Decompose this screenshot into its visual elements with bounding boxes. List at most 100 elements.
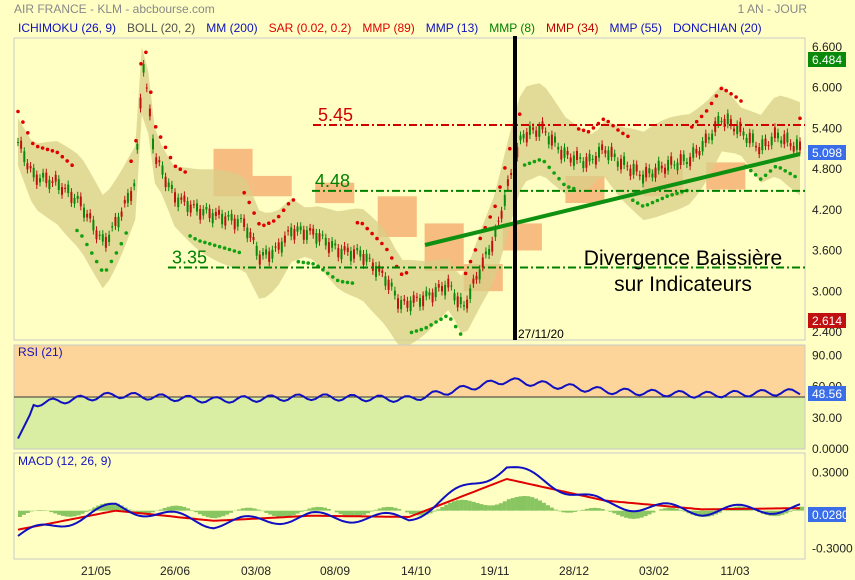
candle-body — [582, 161, 585, 169]
macd-bar — [667, 507, 672, 511]
legend-item[interactable]: DONCHIAN (20) — [672, 21, 762, 35]
bollinger-band — [18, 46, 800, 350]
sar-dot — [70, 163, 74, 167]
legend-item[interactable]: BOLL (20, 2) — [127, 21, 196, 35]
macd-bar — [463, 500, 468, 511]
sar-dot — [409, 330, 414, 335]
sar-dot — [586, 129, 591, 134]
candle-body — [406, 300, 409, 308]
macd-bar — [596, 508, 601, 511]
sar-dot — [144, 50, 148, 55]
macd-bar — [467, 500, 472, 511]
candle-body — [83, 207, 85, 218]
candle-body — [422, 295, 425, 307]
sar-dot — [773, 164, 778, 169]
rsi-tick-label: 90.00 — [812, 348, 842, 362]
macd-bar — [502, 501, 507, 511]
candle-body — [189, 204, 192, 213]
sar-dot — [788, 171, 792, 176]
candle-body — [117, 216, 120, 228]
candle-body — [629, 168, 632, 177]
sar-dot — [331, 275, 335, 279]
candle-body — [387, 279, 390, 290]
macd-bar — [256, 509, 261, 511]
macd-bar — [57, 510, 62, 515]
macd-bar — [522, 496, 527, 511]
candle-body — [39, 178, 41, 183]
candle-body — [114, 217, 117, 226]
sar-dot — [301, 260, 306, 265]
macd-bar — [510, 498, 515, 511]
candle-body — [532, 127, 535, 130]
macd-bar — [631, 510, 636, 519]
candle-body — [186, 201, 189, 212]
candle-body — [620, 158, 622, 170]
sar-dot — [449, 317, 453, 321]
macd-bar — [283, 510, 288, 518]
sar-dot — [694, 119, 699, 124]
candle-body — [720, 121, 723, 123]
legend-item[interactable]: MMP (8) — [489, 21, 536, 35]
legend-item[interactable]: MMP (13) — [425, 21, 479, 35]
candle-body — [441, 286, 443, 292]
macd-bar — [651, 510, 656, 513]
candle-body — [459, 297, 462, 305]
legend-item[interactable]: SAR (0.02, 0.2) — [268, 21, 352, 35]
sar-dot — [257, 221, 261, 226]
legend-item[interactable]: MMP (89) — [362, 21, 415, 35]
macd-bar — [389, 507, 394, 511]
macd-bar — [545, 505, 550, 511]
macd-bar — [639, 510, 644, 518]
candle-body — [579, 157, 582, 159]
legend-item[interactable]: ICHIMOKU (26, 9) — [18, 21, 117, 35]
rsi-tick-label: 30.00 — [812, 411, 842, 425]
legend-item[interactable]: MMP (34) — [546, 21, 599, 35]
sar-dot — [65, 159, 69, 163]
price-tick-label: 3.600 — [812, 244, 842, 258]
sar-dot — [739, 99, 743, 103]
macd-bar — [538, 500, 542, 511]
macd-bar — [170, 505, 175, 511]
macd-bar — [671, 508, 675, 511]
candle-body — [265, 249, 268, 255]
candle-body — [610, 146, 613, 157]
event-date-label: 27/11/20 — [518, 327, 564, 341]
period-selector[interactable]: 1 AN - JOUR — [737, 2, 807, 16]
candle-body — [17, 142, 19, 143]
macd-bar — [498, 503, 503, 511]
macd-bar — [381, 507, 386, 511]
macd-bar — [624, 510, 629, 518]
macd-bar — [92, 507, 97, 511]
sar-dot — [522, 163, 527, 167]
candle-body — [739, 121, 742, 132]
candle-body — [152, 138, 154, 150]
macd-bar — [409, 510, 413, 515]
candle-body — [557, 146, 560, 150]
level-label: 5.45 — [318, 105, 353, 125]
macd-bar — [600, 509, 605, 511]
sar-dot — [493, 204, 497, 209]
macd-bar — [377, 508, 382, 511]
legend-item[interactable]: MM (200) — [206, 21, 258, 35]
sar-dot — [749, 168, 753, 173]
macd-bar — [592, 507, 597, 511]
macd-tick-label: 0.3000 — [812, 466, 849, 480]
candle-body — [356, 248, 359, 251]
macd-bar — [616, 510, 621, 515]
candle-body — [795, 139, 798, 150]
sar-dot — [291, 198, 296, 202]
candle-body — [431, 292, 434, 303]
macd-bar — [717, 510, 722, 513]
candle-body — [139, 97, 142, 109]
legend-item[interactable]: MMP (55) — [609, 21, 662, 35]
sar-dot — [635, 201, 640, 205]
sar-dot — [247, 200, 251, 205]
macd-bar — [229, 510, 234, 513]
candle-body — [76, 195, 79, 199]
sar-dot — [139, 62, 143, 66]
candle-body — [777, 132, 779, 139]
sar-dot — [763, 173, 768, 178]
sar-dot — [60, 154, 65, 159]
last-badge — [808, 145, 846, 160]
